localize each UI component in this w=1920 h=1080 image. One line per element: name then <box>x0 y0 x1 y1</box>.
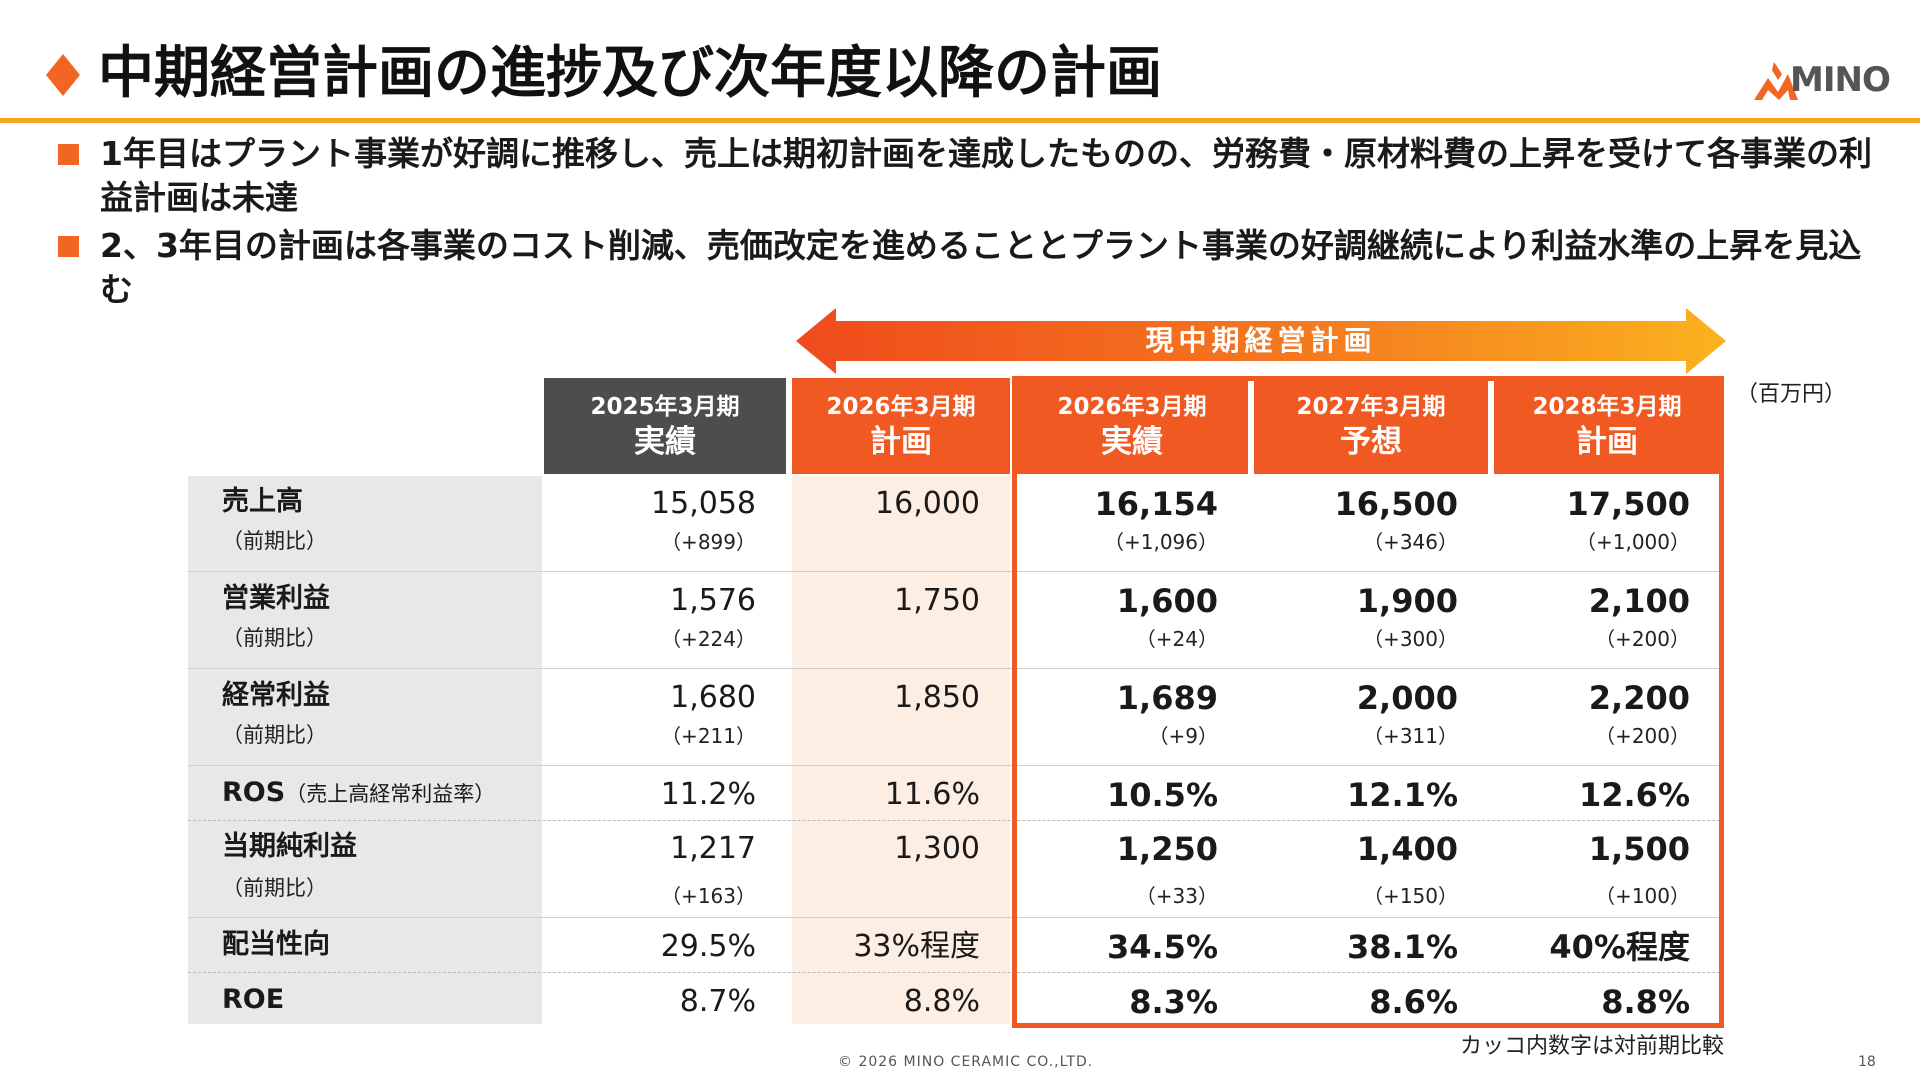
table-cell: 2,000 <box>1356 679 1458 717</box>
column-header: 2025年3月期 実績 <box>544 378 786 474</box>
delta-cell: （+211） <box>661 724 756 748</box>
title-bar: 中期経営計画の進捗及び次年度以降の計画 MINO <box>0 0 1920 122</box>
table-cell: 16,154 <box>1094 485 1218 523</box>
table-cell: 1,250 <box>1116 830 1218 868</box>
table-cell: 1,600 <box>1116 582 1218 620</box>
table-cell: 1,850 <box>894 680 980 715</box>
table-cell: 33%程度 <box>853 929 980 964</box>
bullet-square-icon <box>58 144 79 165</box>
double-arrow-icon <box>796 308 1726 374</box>
delta-cell: （+200） <box>1595 724 1690 748</box>
copyright: © 2026 MINO CERAMIC CO.,LTD. <box>838 1054 1094 1070</box>
table-cell: 1,500 <box>1588 830 1690 868</box>
table-cell: 34.5% <box>1106 928 1218 966</box>
table-cell: 8.3% <box>1129 983 1218 1021</box>
row-label: 営業利益 <box>222 583 330 614</box>
bullet-text: 2、3年目の計画は各事業のコスト削減、売価改定を進めることとプラント事業の好調継… <box>100 226 1862 309</box>
column-header: 2026年3月期 計画 <box>792 378 1010 474</box>
row-sublabel: （前期比） <box>222 723 327 747</box>
table-cell: 16,500 <box>1334 485 1458 523</box>
table-cell: 40%程度 <box>1549 928 1690 966</box>
table-cell: 8.7% <box>679 984 756 1019</box>
table-cell: 16,000 <box>875 486 980 521</box>
table-cell: 1,900 <box>1356 582 1458 620</box>
plan-column-background <box>792 476 1010 1024</box>
row-divider <box>188 820 1720 821</box>
unit-label: （百万円） <box>1736 382 1847 407</box>
delta-cell: （+163） <box>661 884 756 908</box>
row-divider <box>188 972 1720 973</box>
bullet-item: 1年目はプラント事業が好調に推移し、売上は期初計画を達成したものの、労務費・原材… <box>58 132 1888 220</box>
row-label-note: （売上高経常利益率） <box>285 782 496 806</box>
company-logo: MINO <box>1748 56 1891 104</box>
bullet-item: 2、3年目の計画は各事業のコスト削減、売価改定を進めることとプラント事業の好調継… <box>58 224 1888 312</box>
row-label-column <box>188 476 542 1024</box>
table-cell: 8.8% <box>903 984 980 1019</box>
table-cell: 11.6% <box>884 777 980 812</box>
row-label: 当期純利益 <box>222 831 357 862</box>
delta-cell: （+1,000） <box>1575 530 1690 554</box>
table-cell: 2,200 <box>1588 679 1690 717</box>
delta-cell: （+100） <box>1595 884 1690 908</box>
table-cell: 1,576 <box>670 583 756 618</box>
table-cell: 2,100 <box>1588 582 1690 620</box>
delta-cell: （+200） <box>1595 627 1690 651</box>
row-label: ROS（売上高経常利益率） <box>222 775 495 812</box>
delta-cell: （+300） <box>1363 627 1458 651</box>
table-cell: 11.2% <box>660 777 756 812</box>
table-cell: 8.6% <box>1369 983 1458 1021</box>
row-sublabel: （前期比） <box>222 626 327 650</box>
row-label: 配当性向 <box>222 929 330 960</box>
table-cell: 1,750 <box>894 583 980 618</box>
column-header: 2027年3月期 予想 <box>1254 378 1488 474</box>
bullet-square-icon <box>58 236 79 257</box>
delta-cell: （+33） <box>1135 884 1218 908</box>
delta-cell: （+311） <box>1363 724 1458 748</box>
delta-cell: （+346） <box>1363 530 1458 554</box>
delta-cell: （+9） <box>1148 724 1218 748</box>
table-cell: 15,058 <box>651 486 756 521</box>
current-plan-frame <box>1012 376 1724 1028</box>
table-cell: 17,500 <box>1566 485 1690 523</box>
table-cell: 29.5% <box>660 929 756 964</box>
diamond-icon <box>46 54 80 96</box>
logo-mark-icon <box>1754 62 1798 100</box>
delta-cell: （+24） <box>1135 627 1218 651</box>
table-cell: 1,300 <box>894 831 980 866</box>
row-divider <box>188 668 1720 669</box>
row-sublabel: （前期比） <box>222 876 327 900</box>
row-label: 経常利益 <box>222 680 330 711</box>
row-divider <box>188 571 1720 572</box>
row-divider <box>188 917 1720 918</box>
row-label-text: ROS <box>222 777 286 808</box>
row-sublabel: （前期比） <box>222 529 327 553</box>
delta-cell: （+1,096） <box>1103 530 1218 554</box>
delta-cell: （+224） <box>661 627 756 651</box>
summary-bullets: 1年目はプラント事業が好調に推移し、売上は期初計画を達成したものの、労務費・原材… <box>58 132 1888 316</box>
table-cell: 12.1% <box>1346 776 1458 814</box>
table-cell: 12.6% <box>1578 776 1690 814</box>
plan-banner-label: 現中期経営計画 <box>1145 324 1377 357</box>
table-cell: 10.5% <box>1106 776 1218 814</box>
delta-cell: （+899） <box>661 530 756 554</box>
table-cell: 1,217 <box>670 831 756 866</box>
column-header: 2028年3月期 計画 <box>1494 378 1720 474</box>
column-header: 2026年3月期 実績 <box>1016 378 1248 474</box>
title-divider <box>0 118 1920 123</box>
table-cell: 1,680 <box>670 680 756 715</box>
logo-text: MINO <box>1790 60 1891 100</box>
table-cell: 38.1% <box>1346 928 1458 966</box>
row-label: ROE <box>222 984 285 1015</box>
delta-cell: （+150） <box>1363 884 1458 908</box>
footnote: カッコ内数字は対前期比較 <box>1460 1034 1725 1059</box>
row-label: 売上高 <box>222 486 303 517</box>
bullet-text: 1年目はプラント事業が好調に推移し、売上は期初計画を達成したものの、労務費・原材… <box>100 134 1872 217</box>
table-cell: 8.8% <box>1601 983 1690 1021</box>
page-number: 18 <box>1858 1054 1876 1070</box>
row-divider <box>188 765 1720 766</box>
table-cell: 1,689 <box>1116 679 1218 717</box>
page-title: 中期経営計画の進捗及び次年度以降の計画 <box>98 41 1162 106</box>
table-cell: 1,400 <box>1356 830 1458 868</box>
